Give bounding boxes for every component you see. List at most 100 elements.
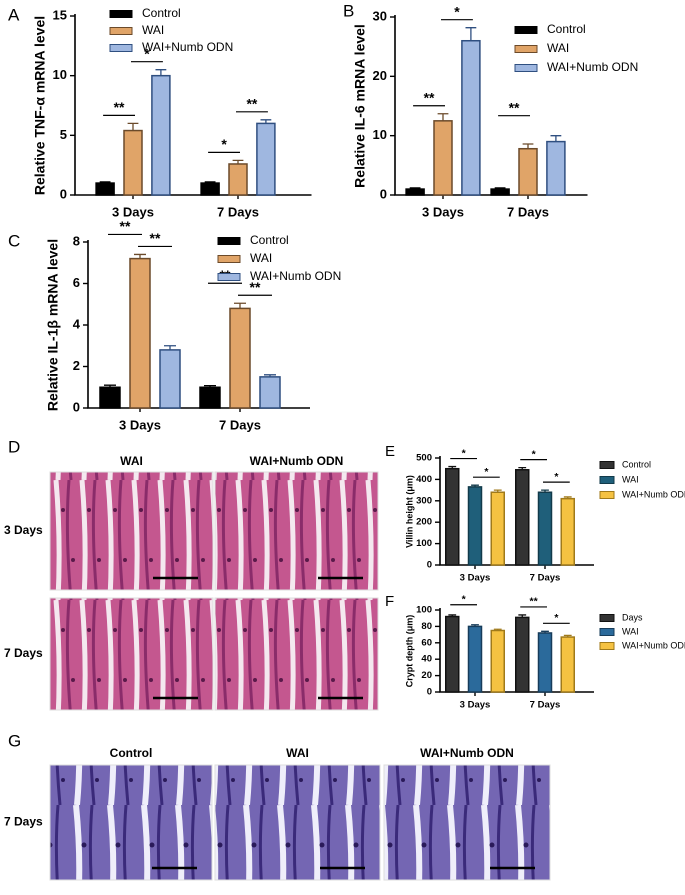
- bar: [546, 140, 566, 196]
- bar: [537, 491, 553, 566]
- y-axis-label: Villin height (μm): [404, 475, 414, 548]
- x-tick-label: 3 Days: [119, 417, 161, 432]
- legend-swatch: [109, 10, 133, 18]
- y-tick-label: 10: [373, 127, 387, 142]
- micrograph: [49, 764, 213, 881]
- bar: [199, 386, 221, 409]
- legend-swatch: [514, 64, 538, 72]
- column-label: WAI+Numb ODN: [250, 454, 344, 468]
- significance-label: *: [221, 136, 227, 152]
- legend-label: WAI+Numb ODN: [547, 60, 638, 74]
- row-label: 7 Days: [4, 815, 43, 829]
- y-tick-label: 500: [416, 453, 432, 464]
- column-label: WAI: [286, 746, 309, 760]
- legend-swatch: [599, 491, 615, 499]
- micrograph: [214, 471, 379, 591]
- significance-label: *: [484, 466, 489, 478]
- legend-swatch: [599, 461, 615, 469]
- legend-label: WAI: [547, 41, 569, 55]
- legend-label: WAI+Numb ODN: [622, 489, 685, 499]
- y-tick-label: 20: [373, 68, 387, 83]
- bar: [445, 467, 460, 566]
- panel-letter: G: [8, 731, 21, 750]
- y-tick-label: 0: [380, 186, 387, 201]
- y-tick-label: 40: [421, 654, 432, 665]
- column-label: WAI: [120, 454, 143, 468]
- y-tick-label: 200: [416, 517, 432, 528]
- x-tick-label: 7 Days: [530, 700, 561, 711]
- bar: [461, 39, 481, 196]
- y-axis-label: Relative IL-6 mRNA level: [352, 24, 368, 188]
- legend-swatch: [599, 614, 615, 622]
- legend-swatch: [109, 27, 133, 35]
- bar: [99, 386, 121, 409]
- x-tick-label: 3 Days: [460, 700, 491, 711]
- y-axis-label: Relative IL-1β mRNA level: [45, 239, 61, 411]
- bar: [228, 163, 248, 196]
- panel-letter: A: [8, 5, 20, 24]
- significance-label: **: [120, 218, 131, 234]
- significance-label: **: [509, 99, 520, 115]
- significance-label: **: [424, 89, 435, 105]
- error-bar: [127, 122, 139, 131]
- bar: [518, 147, 538, 196]
- x-tick-label: 3 Days: [422, 204, 464, 219]
- bar: [229, 307, 251, 409]
- legend-label: Control: [547, 22, 586, 36]
- significance-label: *: [462, 447, 467, 459]
- error-bar: [155, 69, 167, 76]
- bar: [490, 629, 505, 693]
- bar: [129, 257, 151, 409]
- legend-label: Control: [142, 6, 181, 20]
- significance-label: **: [114, 99, 125, 115]
- bar: [537, 632, 553, 693]
- y-tick-label: 100: [416, 605, 432, 616]
- legend-label: WAI: [142, 23, 164, 37]
- y-tick-label: 300: [416, 495, 432, 506]
- y-tick-label: 60: [421, 637, 432, 648]
- legend-swatch: [514, 26, 538, 34]
- row-label: 7 Days: [4, 646, 43, 660]
- y-tick-label: 400: [416, 474, 432, 485]
- y-tick-label: 5: [60, 127, 67, 142]
- significance-label: **: [530, 596, 539, 608]
- legend-swatch: [599, 628, 615, 636]
- x-tick-label: 7 Days: [507, 204, 549, 219]
- y-tick-label: 100: [416, 538, 432, 549]
- legend-swatch: [217, 237, 241, 245]
- micrograph: [49, 471, 214, 591]
- row-label: 3 Days: [4, 523, 43, 537]
- significance-label: *: [144, 45, 150, 61]
- panel-letter: C: [8, 231, 20, 250]
- bar: [259, 376, 281, 409]
- y-tick-label: 2: [73, 358, 80, 373]
- legend-label: Control: [622, 459, 651, 469]
- error-bar: [550, 135, 562, 142]
- bar: [151, 74, 171, 196]
- bar: [560, 636, 575, 693]
- y-tick-label: 10: [53, 67, 67, 82]
- y-tick-label: 20: [421, 670, 432, 681]
- bar: [515, 616, 530, 693]
- x-tick-label: 7 Days: [219, 417, 261, 432]
- legend-swatch: [109, 44, 133, 52]
- micrograph: [383, 764, 551, 881]
- significance-label: *: [532, 448, 537, 460]
- y-tick-label: 4: [73, 316, 81, 331]
- x-tick-label: 7 Days: [530, 573, 561, 584]
- y-tick-label: 8: [73, 233, 80, 248]
- y-tick-label: 15: [53, 7, 67, 22]
- micrograph: [49, 597, 214, 711]
- panel-letter: E: [385, 443, 395, 460]
- error-bar: [437, 113, 449, 121]
- bar: [560, 497, 575, 566]
- legend-swatch: [514, 45, 538, 53]
- x-tick-label: 3 Days: [112, 204, 154, 219]
- legend-label: WAI: [622, 474, 639, 484]
- y-axis-label: Crypt depth (μm): [404, 615, 414, 688]
- bar: [95, 182, 115, 196]
- panel-letter: D: [8, 437, 20, 456]
- bar: [490, 491, 505, 566]
- y-tick-label: 6: [73, 275, 80, 290]
